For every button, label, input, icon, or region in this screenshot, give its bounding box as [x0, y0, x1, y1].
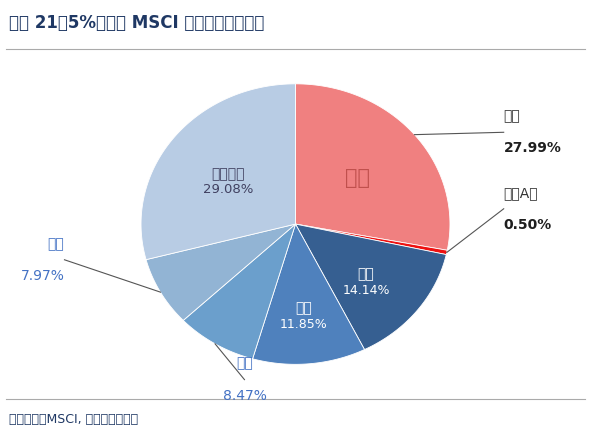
Text: 14.14%: 14.14% — [342, 284, 390, 297]
Polygon shape — [296, 224, 447, 255]
Text: 图表 21：5%纳入时 MSCI 新兴市场指数组成: 图表 21：5%纳入时 MSCI 新兴市场指数组成 — [9, 14, 264, 32]
Text: 11.85%: 11.85% — [280, 318, 328, 331]
Text: 27.99%: 27.99% — [504, 141, 561, 155]
Polygon shape — [146, 224, 296, 320]
Text: 7.97%: 7.97% — [21, 269, 64, 283]
Text: 巴西: 巴西 — [48, 237, 64, 251]
Text: 其他国家: 其他国家 — [212, 168, 245, 181]
Polygon shape — [296, 84, 450, 250]
Text: 8.47%: 8.47% — [223, 388, 267, 403]
Polygon shape — [296, 224, 446, 349]
Polygon shape — [141, 84, 296, 260]
Text: 韩国: 韩国 — [358, 267, 375, 281]
Text: 中国: 中国 — [345, 168, 370, 187]
Text: 印度: 印度 — [236, 357, 253, 371]
Text: 中国: 中国 — [504, 110, 521, 123]
Text: 中国A股: 中国A股 — [504, 186, 538, 200]
Polygon shape — [183, 224, 296, 359]
Text: 0.50%: 0.50% — [504, 218, 552, 232]
Text: 台湾: 台湾 — [296, 301, 312, 315]
Text: 资料来源：MSCI, 东吴证券研究所: 资料来源：MSCI, 东吴证券研究所 — [9, 413, 138, 426]
Text: 29.08%: 29.08% — [203, 183, 254, 196]
Polygon shape — [252, 224, 365, 364]
